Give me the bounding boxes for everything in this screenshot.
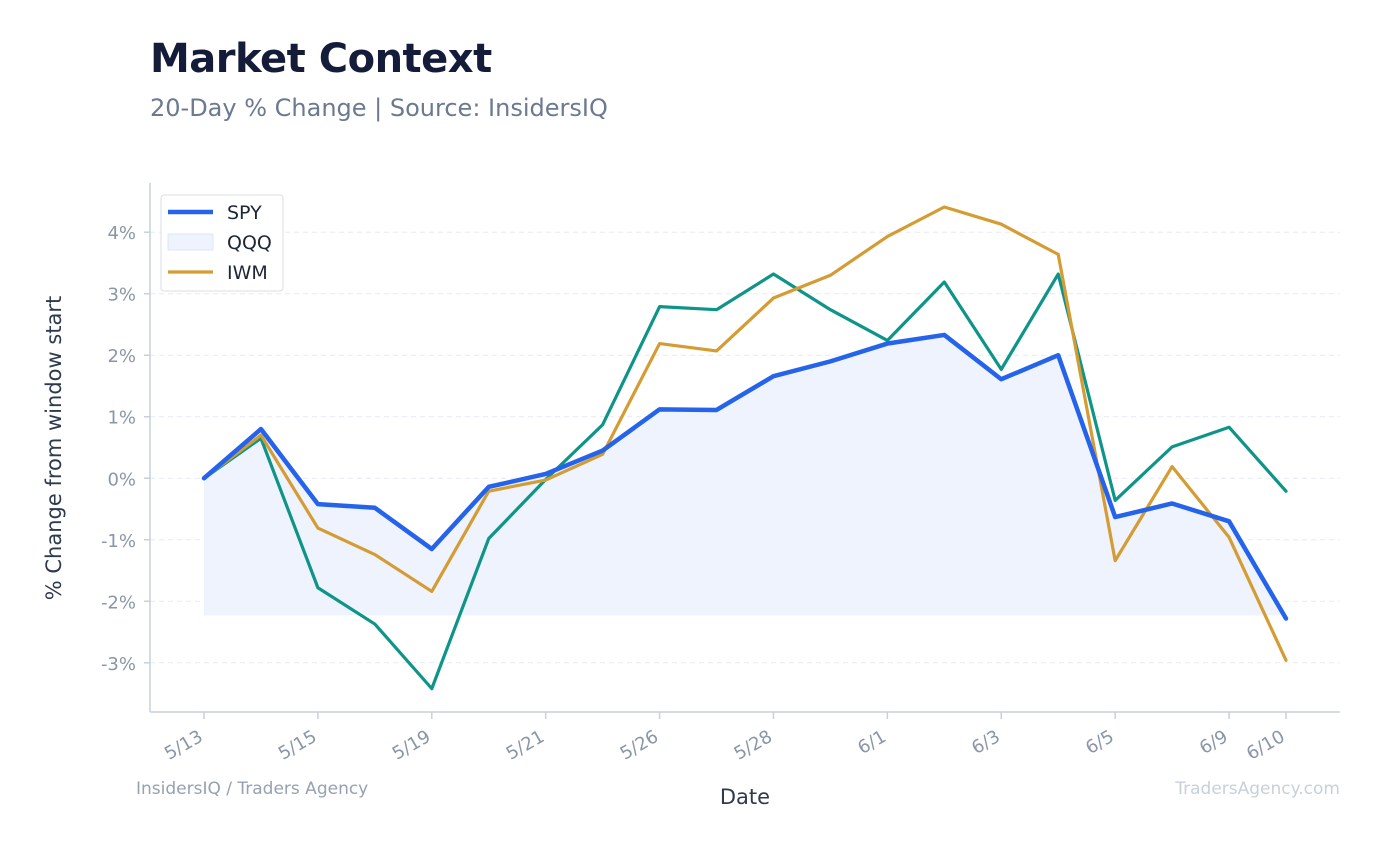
legend-box xyxy=(160,194,284,292)
series-line-qqq xyxy=(202,272,1288,691)
y-tick-labels: -3% -2% -1% 0% 1% 2% 3% 4% xyxy=(101,223,150,675)
y-tick-label: 0% xyxy=(107,469,136,490)
y-tick-label: 3% xyxy=(107,285,136,306)
x-tick-label: 6/5 xyxy=(1082,726,1118,759)
x-tick-label: 5/26 xyxy=(617,726,663,764)
x-tick-label: 5/19 xyxy=(389,726,435,764)
y-tick-label: 1% xyxy=(107,408,136,429)
y-tick-label: -2% xyxy=(101,592,136,613)
y-tick-label: 2% xyxy=(107,346,136,367)
x-tick-label: 5/15 xyxy=(275,726,321,764)
x-tick-labels: 5/13 5/15 5/19 5/21 5/26 5/28 6/1 6/3 6/5 6/9 6/10 xyxy=(161,712,1289,765)
y-axis-title: % Change from window start xyxy=(42,296,66,601)
footer-credit: InsidersIQ / Traders Agency xyxy=(136,779,369,799)
footer-watermark: TradersAgency.com xyxy=(1175,779,1340,799)
legend-label-iwm: IWM xyxy=(227,262,268,284)
area-fill xyxy=(204,334,1286,619)
series-line-spy xyxy=(201,332,1289,621)
x-tick-label: 5/28 xyxy=(730,726,776,764)
y-tick-label: -3% xyxy=(101,654,136,675)
x-tick-label: 6/10 xyxy=(1243,726,1289,764)
legend-label-qqq: QQQ xyxy=(227,232,272,254)
x-tick-label: 5/13 xyxy=(161,726,207,764)
x-tick-label: 5/21 xyxy=(503,726,549,764)
chart-subtitle: 20-Day % Change | Source: InsidersIQ xyxy=(150,94,608,122)
series-line-iwm xyxy=(202,205,1288,662)
legend-swatch-qqq xyxy=(167,233,214,251)
axes xyxy=(149,183,1340,713)
y-tick-label: 4% xyxy=(107,223,136,244)
x-tick-label: 6/1 xyxy=(854,726,890,759)
x-tick-label: 6/9 xyxy=(1196,726,1232,759)
x-tick-label: 6/3 xyxy=(968,726,1004,759)
spy-area-fill xyxy=(204,334,1286,619)
legend-label-spy: SPY xyxy=(227,202,262,224)
series-lines xyxy=(201,205,1289,691)
legend: SPY QQQ IWM xyxy=(160,194,284,292)
chart-title: Market Context xyxy=(150,36,492,82)
y-tick-label: -1% xyxy=(101,531,136,552)
x-axis-title: Date xyxy=(720,785,770,809)
